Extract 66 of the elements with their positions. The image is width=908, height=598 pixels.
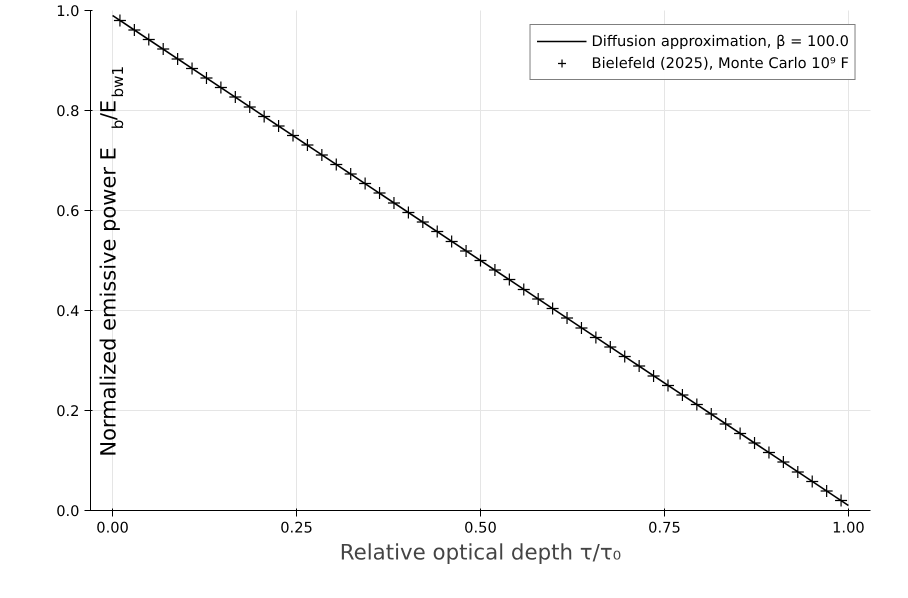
point [574,321,588,335]
point [806,474,819,488]
point [387,196,401,210]
point [560,311,574,325]
point [661,378,675,392]
point [502,272,516,286]
point [604,340,617,354]
y-tick-label: 0.8 [56,103,80,120]
point [748,436,762,450]
point [488,263,502,277]
y-tick-label: 1.0 [56,3,80,20]
point [272,119,286,133]
point [646,369,660,383]
y-axis-title: Normalized emissive power Eb/Ebw1 [96,66,127,457]
point [416,215,430,229]
point [430,224,444,238]
point [142,32,156,46]
point [185,62,199,76]
point [676,388,690,402]
point [171,52,184,66]
point [589,330,602,344]
point [791,465,804,479]
point [459,244,473,258]
point [402,206,415,220]
point [344,167,358,181]
point [704,407,718,421]
point [734,426,747,440]
point [820,484,834,498]
point [156,42,170,56]
x-tick-label: 1.00 [832,520,865,536]
y-tick-label: 0.6 [56,203,80,220]
point [546,302,560,316]
y-tick-label: 0.4 [56,303,80,320]
y-tick-label: 0.2 [56,403,80,420]
x-tick-label: 0.00 [96,520,129,536]
point [228,90,242,104]
point [445,234,458,248]
x-tick-label: 0.50 [464,520,497,536]
point [632,359,646,373]
point [113,14,127,28]
legend-label: Diffusion approximation, β = 100.0 [592,32,849,50]
x-tick-label: 0.25 [280,520,313,536]
point [690,398,704,412]
point [719,417,732,431]
point [128,23,141,37]
point [372,186,386,200]
point [315,148,328,162]
point [776,455,790,469]
point [834,494,848,508]
point [762,446,776,460]
point [258,110,271,124]
point [200,71,214,85]
point [358,176,372,190]
point [474,254,488,268]
point [243,100,256,114]
point [517,282,530,296]
point [286,128,300,142]
y-tick-label: 0.0 [56,503,80,520]
point [300,138,314,152]
point [214,80,228,94]
point [618,350,632,364]
x-tick-label: 0.75 [648,520,681,536]
point [330,158,343,172]
point [532,292,545,306]
legend-label: Bielefeld (2025), Monte Carlo 10⁹ F [592,54,849,72]
x-axis-title: Relative optical depth τ/τ₀ [340,540,622,566]
